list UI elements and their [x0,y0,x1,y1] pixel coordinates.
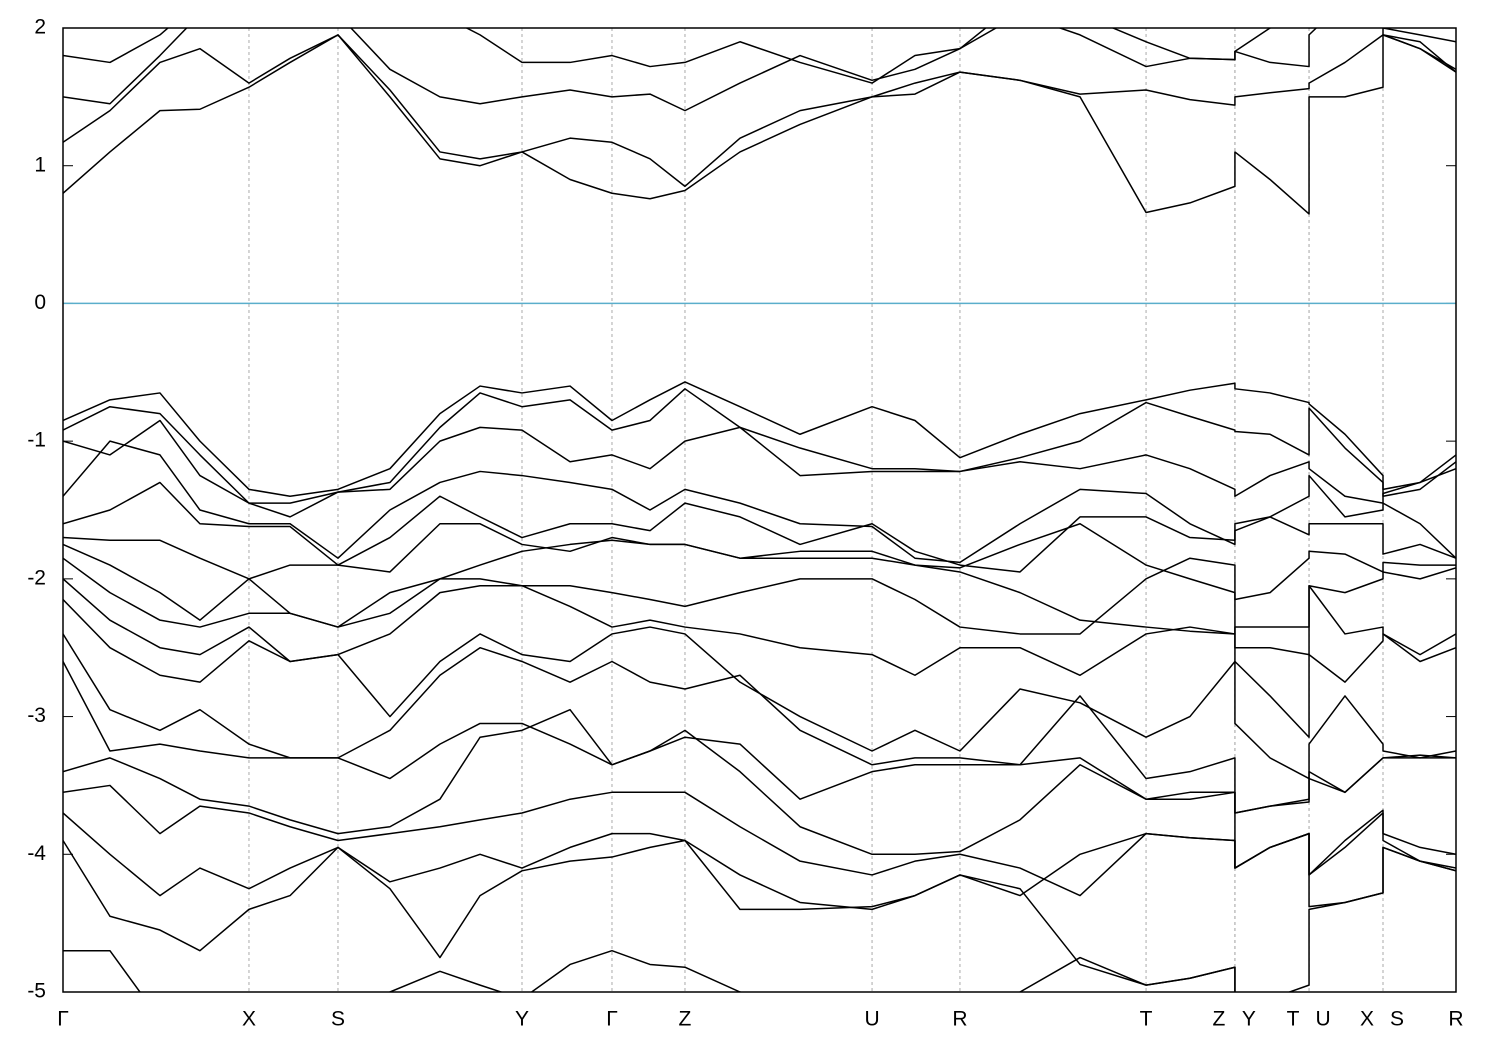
band-line [63,812,1456,911]
x-tick-label: Y [1242,1008,1256,1031]
band-line [63,784,1456,897]
x-tick-label: S [1390,1008,1404,1031]
plot-frame [62,27,1457,993]
band-line [63,557,1456,663]
y-tick-label: -2 [27,566,46,589]
x-tick-label: X [1360,1008,1374,1031]
band-line [63,539,1456,635]
x-tick-label: Y [515,1008,529,1031]
band-line [63,481,1456,573]
y-tick-label: 0 [34,291,46,314]
y-tick-label: 2 [34,16,46,39]
band-line [63,440,1456,564]
y-tick-label: -4 [27,842,46,865]
band-line [63,578,1456,738]
x-tick-label: U [1315,1008,1330,1031]
x-tick-label: X [242,1008,256,1031]
band-line [63,661,1456,814]
x-tick-label: T [1287,1008,1300,1031]
x-tick-label: T [1140,1008,1153,1031]
y-tick-label: -1 [27,429,46,452]
x-tick-label: R [1448,1008,1463,1031]
band-line [63,381,1456,497]
y-tick-label: -5 [27,980,46,1003]
band-line [63,839,1456,992]
band-layer [63,28,1456,992]
band-line [63,419,1456,518]
band-line [63,34,1456,215]
x-tick-label: Γ [606,1008,618,1031]
x-tick-label: Z [679,1008,692,1031]
band-line [63,523,1456,601]
band-line [63,598,1456,780]
y-tick-label: 1 [34,153,46,176]
x-tick-label: R [952,1008,967,1031]
band-line [63,388,1456,504]
x-tick-label: S [331,1008,345,1031]
x-tick-label: Z [1213,1008,1226,1031]
band-line [63,34,1456,188]
x-tick-label: Γ [57,1008,69,1031]
band-line [63,28,1456,112]
band-line [63,28,1456,84]
y-tick-label: -3 [27,704,46,727]
band-line [63,633,1456,814]
x-tick-label: U [864,1008,879,1031]
